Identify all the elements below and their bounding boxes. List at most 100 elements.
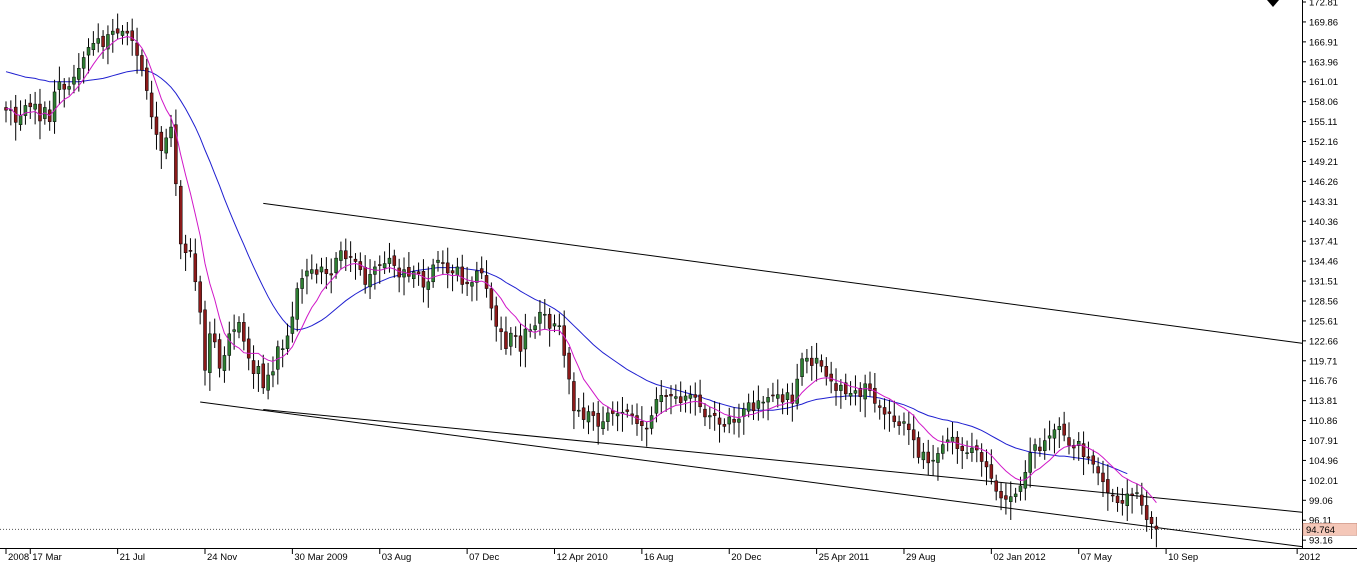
- candle-body: [824, 365, 829, 377]
- candle-body: [324, 269, 329, 274]
- candle: [212, 318, 217, 349]
- candle: [1013, 487, 1018, 503]
- trend-line-lower: [200, 401, 1303, 548]
- candle-body: [509, 332, 513, 347]
- candle-body: [81, 57, 86, 69]
- candle-body: [970, 447, 974, 453]
- candle: [1052, 423, 1057, 454]
- candle: [81, 51, 86, 84]
- candle-body: [751, 402, 756, 412]
- candle-body: [1144, 505, 1149, 520]
- candle: [106, 25, 110, 65]
- candle-body: [334, 257, 338, 273]
- candle-body: [348, 256, 353, 258]
- candle-body: [635, 415, 639, 424]
- candle: [494, 296, 498, 342]
- candle: [708, 406, 712, 430]
- candle: [1062, 411, 1066, 442]
- x-tick-label: 25 Apr 2011: [819, 552, 870, 563]
- candle-body: [290, 316, 295, 334]
- candle: [188, 238, 193, 258]
- y-tick-label: 155.11: [1309, 117, 1337, 128]
- candle: [843, 373, 848, 401]
- candle: [353, 253, 358, 280]
- candle-body: [188, 250, 193, 252]
- candle: [1081, 431, 1086, 476]
- candle-body: [106, 34, 110, 50]
- candle-body: [1115, 495, 1120, 503]
- candle-body: [868, 383, 872, 391]
- candle-body: [907, 423, 911, 431]
- candle: [319, 257, 324, 285]
- candle-body: [863, 383, 867, 400]
- candle-body: [601, 421, 605, 429]
- candle: [183, 234, 188, 271]
- candle-body: [722, 424, 727, 427]
- candle: [732, 407, 736, 435]
- x-tick-label: 02 Jan 2012: [993, 552, 1045, 563]
- y-tick-label: 172.81: [1309, 0, 1338, 9]
- candle: [882, 398, 887, 430]
- candle-body: [581, 407, 586, 420]
- candle-body: [368, 274, 372, 288]
- y-tick-label: 158.06: [1309, 97, 1338, 108]
- candle-body: [198, 281, 202, 313]
- candle-body: [1072, 445, 1076, 449]
- candle-body: [843, 382, 848, 395]
- candle-body: [810, 357, 814, 366]
- y-tick-label: 116.76: [1309, 376, 1337, 387]
- candle: [397, 258, 401, 293]
- candle: [290, 301, 295, 343]
- candle-body: [926, 451, 930, 464]
- candle: [421, 259, 426, 303]
- candle-body: [18, 115, 23, 125]
- candle: [591, 402, 596, 431]
- candle-body: [911, 429, 916, 441]
- candle: [581, 392, 586, 429]
- candle: [678, 381, 683, 412]
- candle-body: [834, 383, 838, 391]
- candle-body: [960, 446, 964, 451]
- candle: [445, 247, 450, 289]
- candle: [450, 264, 455, 292]
- candle-body: [237, 322, 241, 333]
- candle-body: [761, 401, 765, 404]
- y-axis: 172.81 169.86 166.91 163.96 161.01 158.06 155.…: [1302, 0, 1338, 547]
- candle: [436, 251, 440, 272]
- candle-body: [431, 264, 435, 283]
- candle: [1154, 516, 1159, 548]
- candle-body: [402, 269, 406, 278]
- candle-body: [819, 360, 824, 367]
- candle-body: [577, 409, 581, 412]
- candle: [921, 442, 926, 469]
- candle: [887, 399, 892, 432]
- candle-body: [945, 439, 950, 443]
- x-tick-label: 2012: [1299, 552, 1320, 563]
- candle-body: [222, 355, 227, 371]
- candle-body: [285, 335, 290, 349]
- candle: [101, 30, 105, 59]
- candle-body: [1125, 493, 1130, 507]
- candle: [135, 27, 139, 74]
- candle: [1086, 441, 1091, 465]
- candle-body: [984, 461, 989, 468]
- x-tick-label: 24 Nov: [207, 552, 237, 563]
- candle: [800, 352, 804, 386]
- ma-slow-line: [5, 69, 1128, 475]
- x-tick-label: 29 Aug: [906, 552, 936, 563]
- candle-body: [310, 269, 314, 274]
- candle-body: [664, 395, 668, 397]
- candle: [344, 238, 348, 271]
- candle-body: [572, 381, 576, 412]
- candle: [877, 399, 882, 420]
- candle-body: [669, 394, 673, 397]
- last-price-label: 94.764: [1306, 525, 1335, 536]
- candle-body: [154, 116, 159, 135]
- candle-body: [1009, 496, 1013, 502]
- candle: [941, 435, 945, 460]
- candle-body: [178, 185, 183, 245]
- candle: [339, 241, 343, 270]
- candle-body: [1038, 446, 1042, 451]
- candle-body: [882, 407, 887, 415]
